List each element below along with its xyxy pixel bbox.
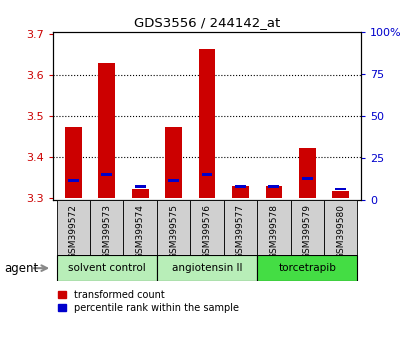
- Title: GDS3556 / 244142_at: GDS3556 / 244142_at: [134, 16, 279, 29]
- Bar: [335, 188, 345, 190]
- Bar: [223, 200, 256, 255]
- Bar: [256, 200, 290, 255]
- Text: GSM399573: GSM399573: [102, 204, 111, 259]
- Bar: [323, 200, 357, 255]
- Text: solvent control: solvent control: [68, 263, 145, 273]
- Bar: [65, 127, 81, 198]
- Text: GSM399576: GSM399576: [202, 204, 211, 259]
- Text: agent: agent: [4, 262, 38, 275]
- Text: GSM399572: GSM399572: [69, 204, 78, 259]
- Bar: [56, 200, 90, 255]
- Bar: [90, 200, 123, 255]
- Bar: [332, 190, 348, 198]
- Bar: [231, 185, 248, 198]
- Legend: transformed count, percentile rank within the sample: transformed count, percentile rank withi…: [58, 290, 238, 313]
- Bar: [201, 173, 212, 176]
- Bar: [234, 185, 245, 188]
- Bar: [268, 185, 279, 188]
- Bar: [157, 256, 256, 281]
- Bar: [265, 185, 281, 198]
- Bar: [101, 173, 112, 176]
- Bar: [298, 148, 315, 198]
- Bar: [132, 189, 148, 198]
- Bar: [256, 256, 357, 281]
- Bar: [68, 179, 79, 182]
- Bar: [301, 177, 312, 180]
- Text: GSM399574: GSM399574: [135, 204, 144, 259]
- Text: GSM399578: GSM399578: [269, 204, 278, 259]
- Text: GSM399577: GSM399577: [236, 204, 244, 259]
- Bar: [165, 127, 182, 198]
- Bar: [157, 200, 190, 255]
- Bar: [56, 256, 157, 281]
- Text: torcetrapib: torcetrapib: [278, 263, 335, 273]
- Text: GSM399580: GSM399580: [335, 204, 344, 259]
- Text: GSM399575: GSM399575: [169, 204, 178, 259]
- Bar: [190, 200, 223, 255]
- Bar: [135, 185, 145, 188]
- Bar: [98, 63, 115, 198]
- Bar: [123, 200, 157, 255]
- Bar: [168, 179, 179, 182]
- Bar: [290, 200, 323, 255]
- Text: GSM399579: GSM399579: [302, 204, 311, 259]
- Bar: [198, 50, 215, 198]
- Text: angiotensin II: angiotensin II: [171, 263, 242, 273]
